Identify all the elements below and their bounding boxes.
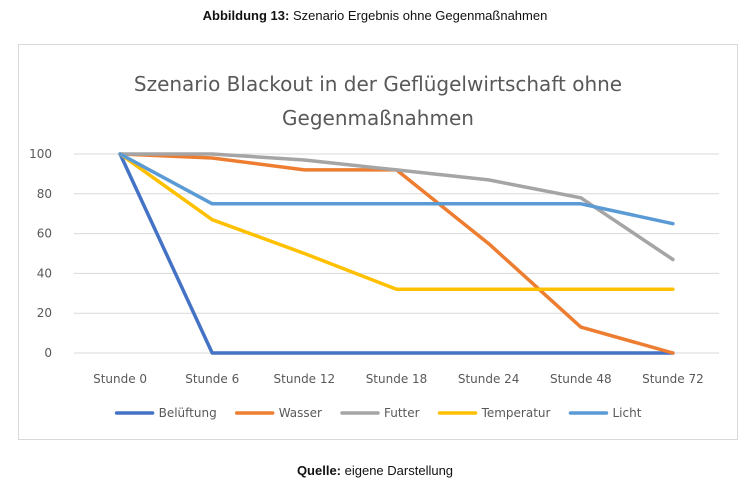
x-tick-label-4: Stunde 24: [458, 372, 520, 386]
source-caption-text: eigene Darstellung: [341, 463, 454, 478]
chart-frame: Szenario Blackout in der Geflügelwirtsch…: [18, 44, 738, 440]
source-caption: Quelle: eigene Darstellung: [0, 463, 750, 478]
series-line-0: [118, 152, 675, 355]
x-tick-label-0: Stunde 0: [93, 372, 147, 386]
x-tick-label-2: Stunde 12: [274, 372, 336, 386]
series-line-1: [118, 152, 675, 355]
x-tick-label-3: Stunde 18: [366, 372, 428, 386]
x-tick-label-6: Stunde 72: [642, 372, 704, 386]
y-tick-label-100: 100: [29, 147, 52, 161]
figure-caption: Abbildung 13: Szenario Ergebnis ohne Geg…: [0, 8, 750, 23]
line-chart: 0 20 40 60 80 100 Stunde 0 Stunde 6 Stunde 12 Stu…: [29, 147, 719, 420]
y-tick-label-20: 20: [37, 306, 52, 320]
chart-title: Szenario Blackout in der Geflügelwirtsch…: [19, 67, 737, 135]
figure-caption-text: Szenario Ergebnis ohne Gegenmaßnahmen: [289, 8, 548, 23]
chart-title-line-2: Gegenmaßnahmen: [282, 106, 474, 130]
figure-caption-label: Abbildung 13:: [202, 8, 290, 23]
chart-title-line-1: Szenario Blackout in der Geflügelwirtsch…: [133, 72, 623, 96]
legend-label-2: Futter: [384, 406, 420, 420]
legend-label-1: Wasser: [279, 406, 322, 420]
y-tick-label-60: 60: [37, 227, 52, 241]
x-tick-label-5: Stunde 48: [550, 372, 612, 386]
series-line-3: [118, 152, 675, 292]
series-line-2: [118, 152, 675, 262]
legend-label-4: Licht: [612, 406, 641, 420]
series-line-4: [118, 152, 675, 226]
x-tick-label-1: Stunde 6: [185, 372, 239, 386]
source-caption-label: Quelle:: [296, 463, 342, 478]
y-tick-label-40: 40: [37, 266, 52, 280]
legend-label-3: Temperatur: [481, 406, 551, 420]
y-tick-label-80: 80: [37, 187, 52, 201]
y-tick-label-0: 0: [44, 346, 52, 360]
legend-label-0: Belüftung: [159, 406, 217, 420]
